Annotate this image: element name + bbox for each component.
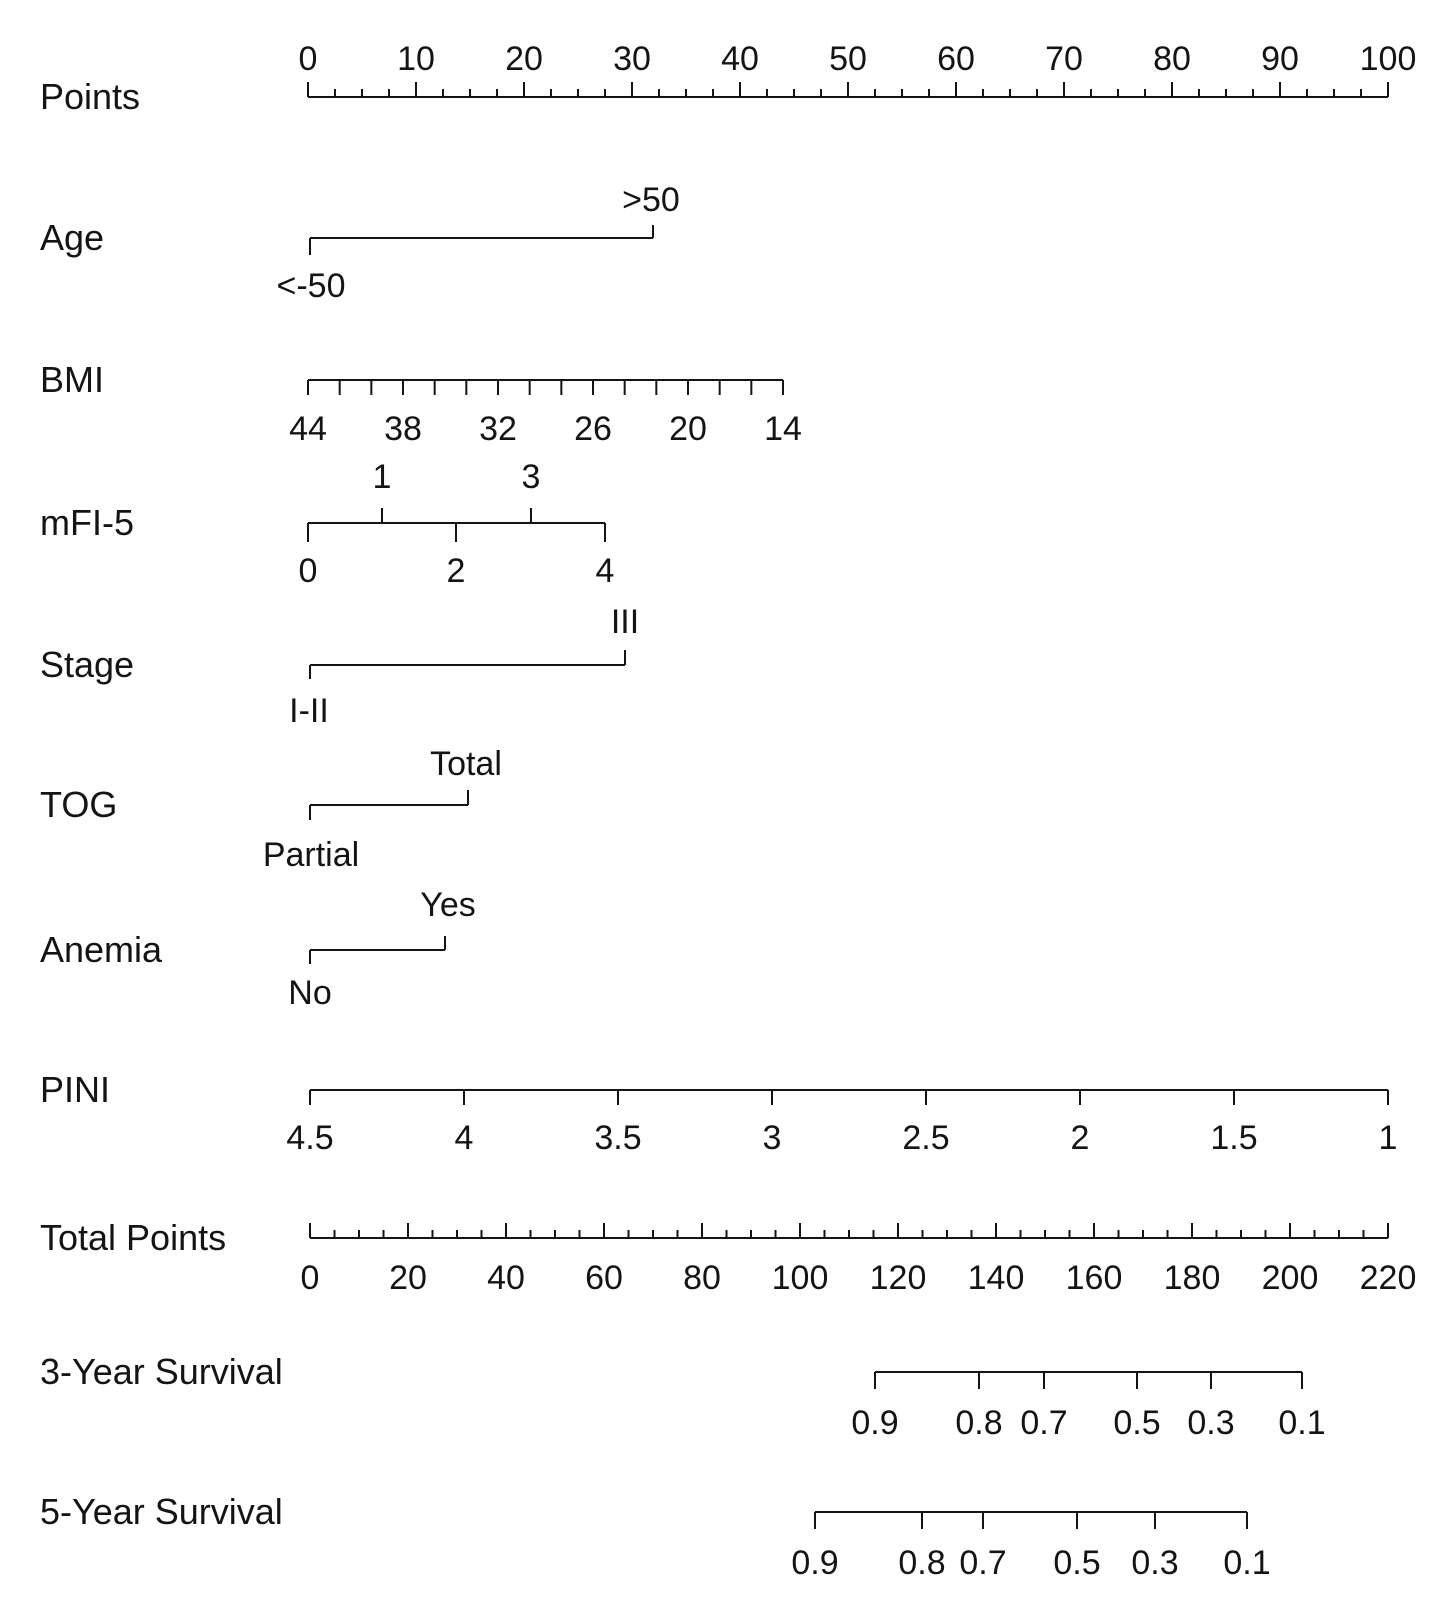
tick-label-points: 20 bbox=[505, 40, 543, 78]
row-label-points: Points bbox=[40, 76, 140, 117]
tick-label-tog: Total bbox=[430, 745, 502, 783]
tick-label-bmi: 14 bbox=[764, 410, 802, 448]
tick-label-anemia: Yes bbox=[420, 886, 475, 924]
row-survival-3yr: 3-Year Survival 0.9 0.8 0.7 0.5 0.3 0.1 bbox=[40, 1351, 1326, 1442]
tick-label-bmi: 32 bbox=[479, 410, 517, 448]
tick-label-total-points: 40 bbox=[487, 1259, 525, 1297]
tick-label-mfi5: 2 bbox=[447, 552, 466, 590]
tick-label-total-points: 160 bbox=[1066, 1259, 1123, 1297]
row-bmi: BMI 44 38 32 26 20 14 bbox=[40, 359, 802, 448]
tick-label-mfi5: 4 bbox=[596, 552, 615, 590]
row-label-tog: TOG bbox=[40, 784, 117, 825]
tick-label-pini: 2.5 bbox=[902, 1119, 949, 1157]
tick-label-survival-3yr: 0.5 bbox=[1113, 1404, 1160, 1442]
tick-label-total-points: 200 bbox=[1262, 1259, 1319, 1297]
tick-label-total-points: 140 bbox=[968, 1259, 1025, 1297]
row-mfi5: mFI-5 0 1 2 3 4 bbox=[40, 458, 614, 590]
row-tog: TOG Partial Total bbox=[40, 745, 502, 874]
tick-label-bmi: 20 bbox=[669, 410, 707, 448]
row-total-points: Total Points 0 20 40 60 80 100 120 140 160 180 200 2… bbox=[40, 1217, 1416, 1297]
tick-label-bmi: 26 bbox=[574, 410, 612, 448]
row-label-mfi5: mFI-5 bbox=[40, 502, 134, 543]
row-survival-5yr: 5-Year Survival 0.9 0.8 0.7 0.5 0.3 0.1 bbox=[40, 1491, 1271, 1582]
tick-label-pini: 3.5 bbox=[594, 1119, 641, 1157]
row-label-bmi: BMI bbox=[40, 359, 104, 400]
tick-label-points: 30 bbox=[613, 40, 651, 78]
row-stage: Stage I-II III bbox=[40, 603, 639, 730]
row-label-pini: PINI bbox=[40, 1069, 110, 1110]
tick-label-survival-3yr: 0.7 bbox=[1020, 1404, 1067, 1442]
tick-label-total-points: 20 bbox=[389, 1259, 427, 1297]
tick-label-survival-3yr: 0.8 bbox=[955, 1404, 1002, 1442]
tick-label-pini: 2 bbox=[1071, 1119, 1090, 1157]
row-points: Points 0 10 20 30 40 50 60 70 80 90 100 bbox=[40, 40, 1416, 117]
row-pini: PINI 4.5 4 3.5 3 2.5 2 1.5 1 bbox=[40, 1069, 1397, 1157]
tick-label-points: 70 bbox=[1045, 40, 1083, 78]
row-label-anemia: Anemia bbox=[40, 929, 163, 970]
row-label-survival-5yr: 5-Year Survival bbox=[40, 1491, 283, 1532]
tick-label-mfi5: 1 bbox=[373, 458, 392, 496]
tick-label-total-points: 120 bbox=[870, 1259, 927, 1297]
tick-label-survival-5yr: 0.9 bbox=[791, 1544, 838, 1582]
row-age: Age <-50 >50 bbox=[40, 181, 680, 305]
tick-label-age: <-50 bbox=[277, 267, 346, 305]
tick-label-anemia: No bbox=[288, 974, 331, 1012]
tick-label-survival-3yr: 0.3 bbox=[1187, 1404, 1234, 1442]
tick-label-total-points: 80 bbox=[683, 1259, 721, 1297]
tick-label-pini: 1.5 bbox=[1210, 1119, 1257, 1157]
tick-label-total-points: 220 bbox=[1360, 1259, 1417, 1297]
tick-label-age: >50 bbox=[622, 181, 680, 219]
tick-label-points: 50 bbox=[829, 40, 867, 78]
tick-label-points: 60 bbox=[937, 40, 975, 78]
tick-label-survival-5yr: 0.5 bbox=[1053, 1544, 1100, 1582]
tick-label-points: 10 bbox=[397, 40, 435, 78]
tick-label-pini: 4.5 bbox=[286, 1119, 333, 1157]
tick-label-stage: III bbox=[611, 603, 639, 641]
tick-label-pini: 4 bbox=[455, 1119, 474, 1157]
tick-label-tog: Partial bbox=[263, 836, 359, 874]
row-label-survival-3yr: 3-Year Survival bbox=[40, 1351, 283, 1392]
tick-label-total-points: 60 bbox=[585, 1259, 623, 1297]
tick-label-total-points: 0 bbox=[301, 1259, 320, 1297]
tick-label-total-points: 100 bbox=[772, 1259, 829, 1297]
tick-label-survival-3yr: 0.1 bbox=[1278, 1404, 1325, 1442]
tick-label-survival-5yr: 0.1 bbox=[1223, 1544, 1270, 1582]
row-label-stage: Stage bbox=[40, 644, 134, 685]
tick-label-mfi5: 3 bbox=[522, 458, 541, 496]
tick-label-pini: 1 bbox=[1379, 1119, 1398, 1157]
tick-label-points: 40 bbox=[721, 40, 759, 78]
tick-label-points: 90 bbox=[1261, 40, 1299, 78]
tick-label-total-points: 180 bbox=[1164, 1259, 1221, 1297]
tick-label-bmi: 44 bbox=[289, 410, 327, 448]
tick-label-points: 100 bbox=[1360, 40, 1417, 78]
tick-label-stage: I-II bbox=[289, 692, 329, 730]
tick-label-survival-3yr: 0.9 bbox=[851, 1404, 898, 1442]
tick-label-survival-5yr: 0.7 bbox=[959, 1544, 1006, 1582]
tick-label-points: 0 bbox=[299, 40, 318, 78]
tick-label-bmi: 38 bbox=[384, 410, 422, 448]
tick-label-survival-5yr: 0.8 bbox=[898, 1544, 945, 1582]
tick-label-pini: 3 bbox=[763, 1119, 782, 1157]
row-label-total-points: Total Points bbox=[40, 1217, 226, 1258]
row-label-age: Age bbox=[40, 217, 104, 258]
tick-label-points: 80 bbox=[1153, 40, 1191, 78]
tick-label-mfi5: 0 bbox=[299, 552, 318, 590]
row-anemia: Anemia No Yes bbox=[40, 886, 476, 1012]
tick-label-survival-5yr: 0.3 bbox=[1131, 1544, 1178, 1582]
